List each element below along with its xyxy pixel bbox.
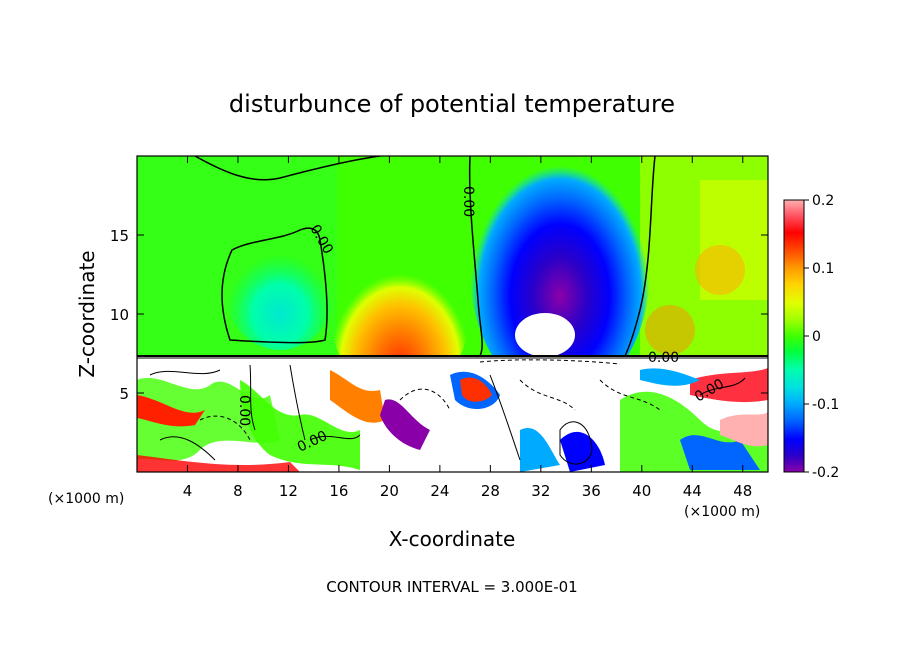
x-tick-label: 24 [430, 482, 449, 500]
x-axis-label: X-coordinate [389, 527, 516, 551]
x-tick-label: 4 [183, 482, 193, 500]
contour-label: 0.00 [236, 395, 252, 426]
x-tick-label: 40 [632, 482, 651, 500]
colorbar-tick-label: -0.1 [812, 397, 839, 413]
colorbar-tick-label: -0.2 [812, 465, 839, 481]
contour-interval-note: CONTOUR INTERVAL = 3.000E-01 [326, 578, 577, 596]
x-tick-label: 20 [380, 482, 399, 500]
x-unit-label-left: (×1000 m) [48, 491, 124, 507]
y-tick-label: 15 [110, 227, 129, 245]
x-tick-label: 16 [329, 482, 348, 500]
colorbar-tick-label: 0 [812, 329, 821, 345]
y-axis-label: Z-coordinate [75, 250, 99, 377]
x-tick-label: 48 [733, 482, 752, 500]
colorbar: 0.2 0.1 0 -0.1 -0.2 [783, 193, 839, 481]
x-unit-label-right: (×1000 m) [684, 504, 760, 520]
x-tick-label: 12 [279, 482, 298, 500]
y-tick-label: 10 [110, 306, 129, 324]
x-tick-label: 8 [233, 482, 243, 500]
contour-label: 0.00 [460, 186, 476, 217]
colorbar-fill [783, 199, 805, 473]
y-axis-ticks: 5 10 15 [110, 227, 768, 403]
colorbar-tick-label: 0.2 [812, 193, 834, 209]
x-tick-label: 32 [531, 482, 550, 500]
contour-labels: 0.00 0.00 0.00 0.00 0.00 0.00 [236, 186, 727, 456]
x-tick-label: 36 [582, 482, 601, 500]
x-axis-ticks: 4 8 12 16 20 24 28 32 36 40 44 48 [183, 156, 752, 500]
chart-title: disturbunce of potential temperature [229, 90, 675, 118]
temperature-field [137, 156, 768, 472]
colorbar-tick-label: 0.1 [812, 261, 834, 277]
x-tick-label: 44 [683, 482, 702, 500]
colorbar-ticks: 0.2 0.1 0 -0.1 -0.2 [804, 193, 839, 481]
y-tick-label: 5 [119, 385, 129, 403]
x-tick-label: 28 [481, 482, 500, 500]
contour-label: 0.00 [648, 350, 679, 366]
